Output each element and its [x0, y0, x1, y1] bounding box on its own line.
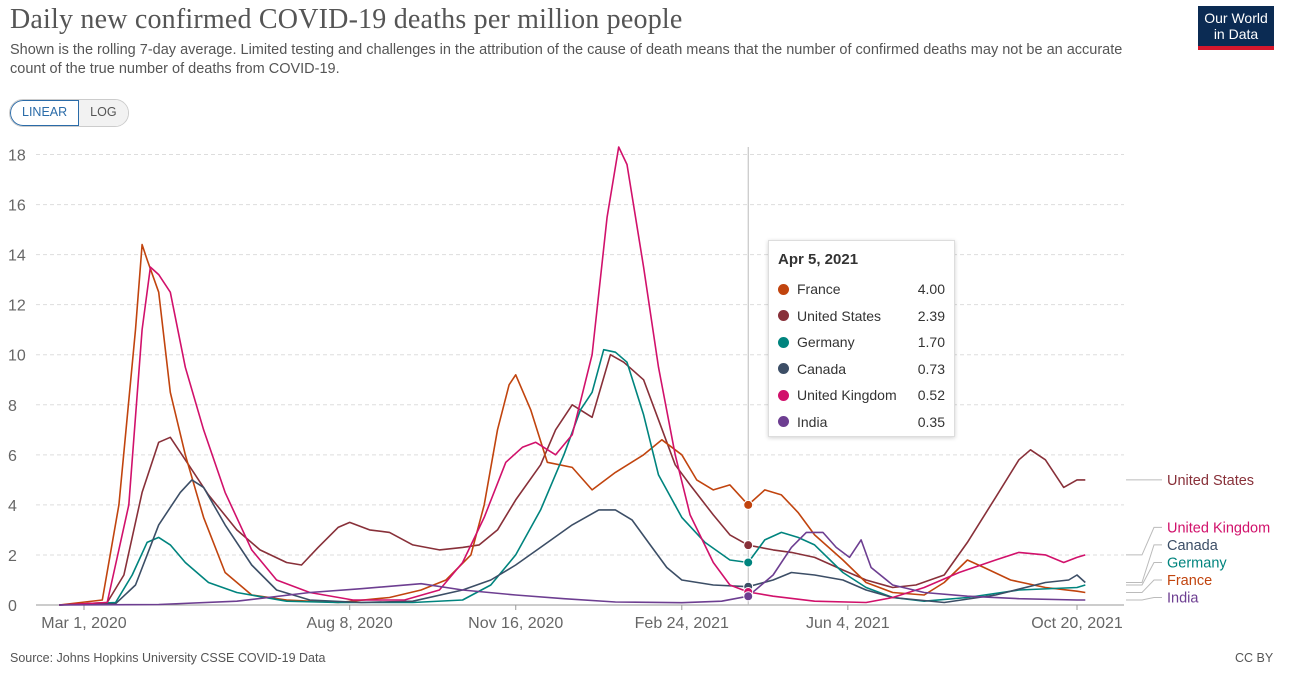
tooltip-series-name: Germany — [797, 334, 855, 351]
hover-marker — [743, 499, 754, 510]
owid-logo[interactable]: Our World in Data — [1198, 6, 1274, 50]
tooltip-rows: France 4.00 United States 2.39 Germany 1.70 Ca… — [778, 276, 945, 435]
tooltip-series-value: 2.39 — [917, 307, 945, 324]
y-tick-label: 16 — [8, 198, 26, 215]
tooltip-series-value: 0.73 — [917, 360, 945, 377]
source-note[interactable]: Source: Johns Hopkins University CSSE CO… — [10, 651, 326, 665]
series-line-united-kingdom — [59, 146, 1086, 606]
tooltip-series-name: United States — [797, 307, 882, 324]
y-tick-label: 10 — [8, 348, 26, 365]
y-tick-label: 4 — [8, 498, 17, 515]
legend-dot-icon — [778, 310, 789, 322]
tooltip-row: Germany 1.70 — [778, 329, 945, 356]
scale-toggle: LINEAR LOG — [9, 99, 129, 127]
end-label-connector — [1126, 562, 1162, 586]
tooltip-date: Apr 5, 2021 — [778, 251, 859, 268]
series-line-canada — [59, 479, 1086, 606]
x-tick-label: Jun 4, 2021 — [806, 615, 890, 632]
chart-title: Daily new confirmed COVID-19 deaths per … — [10, 4, 683, 35]
tooltip-row: France 4.00 — [778, 276, 945, 303]
end-label: Canada — [1167, 538, 1219, 554]
tooltip-row: United Kingdom 0.52 — [778, 382, 945, 409]
license-link[interactable]: CC BY — [1235, 651, 1274, 665]
x-tick-label: Aug 8, 2020 — [307, 615, 393, 632]
end-label: Germany — [1167, 555, 1227, 571]
x-tick-label: Nov 16, 2020 — [468, 615, 563, 632]
hover-marker — [743, 591, 754, 602]
logo-line-1: Our World — [1204, 10, 1268, 26]
legend-dot-icon — [778, 363, 789, 375]
hover-marker — [743, 557, 754, 568]
linear-scale-button[interactable]: LINEAR — [10, 100, 80, 126]
line-chart[interactable]: 0 2 4 6 8 10 12 14 16 18 Mar 1, 2020 Aug 8, 2020 Nov… — [0, 130, 1291, 645]
series-line-germany — [59, 348, 1086, 606]
y-tick-label: 6 — [8, 448, 17, 465]
log-scale-button[interactable]: LOG — [79, 100, 128, 126]
y-tick-label: 0 — [8, 598, 17, 615]
hover-tooltip: Apr 5, 2021 France 4.00 United States 2.39 G… — [768, 240, 955, 437]
x-tick-label: Feb 24, 2021 — [635, 615, 729, 632]
legend-dot-icon — [778, 416, 789, 428]
tooltip-series-name: Canada — [797, 360, 847, 377]
tooltip-series-name: France — [797, 281, 841, 298]
end-label: India — [1167, 590, 1199, 606]
y-tick-label: 14 — [8, 248, 26, 265]
end-label-connector — [1126, 544, 1162, 583]
tooltip-series-value: 1.70 — [917, 334, 945, 351]
tooltip-series-value: 4.00 — [917, 281, 945, 298]
series-line-france — [59, 243, 1086, 606]
end-label: United Kingdom — [1167, 520, 1270, 536]
end-label-connector — [1126, 579, 1162, 593]
x-tick-label: Oct 20, 2021 — [1031, 615, 1123, 632]
hover-marker — [743, 540, 754, 551]
end-label: United States — [1167, 473, 1254, 489]
legend-dot-icon — [778, 336, 789, 348]
y-tick-label: 12 — [8, 298, 26, 315]
tooltip-series-value: 0.52 — [917, 387, 945, 404]
tooltip-series-name: United Kingdom — [797, 387, 897, 404]
legend-dot-icon — [778, 283, 789, 295]
tooltip-series-name: India — [797, 413, 828, 430]
y-tick-label: 2 — [8, 548, 17, 565]
tooltip-row: United States 2.39 — [778, 303, 945, 330]
end-label-connector — [1126, 526, 1162, 556]
y-tick-label: 8 — [8, 398, 17, 415]
end-label-connector — [1126, 597, 1162, 601]
series-line-united-states — [59, 353, 1086, 606]
logo-line-2: in Data — [1213, 26, 1259, 42]
series-line-india — [59, 531, 1086, 606]
end-label: France — [1167, 573, 1212, 589]
chart-subtitle: Shown is the rolling 7-day average. Limi… — [10, 42, 1123, 77]
legend-dot-icon — [778, 389, 789, 401]
tooltip-row: India 0.35 — [778, 409, 945, 436]
tooltip-row: Canada 0.73 — [778, 356, 945, 383]
tooltip-series-value: 0.35 — [917, 413, 945, 430]
x-tick-label: Mar 1, 2020 — [41, 615, 126, 632]
y-tick-label: 18 — [8, 148, 26, 165]
